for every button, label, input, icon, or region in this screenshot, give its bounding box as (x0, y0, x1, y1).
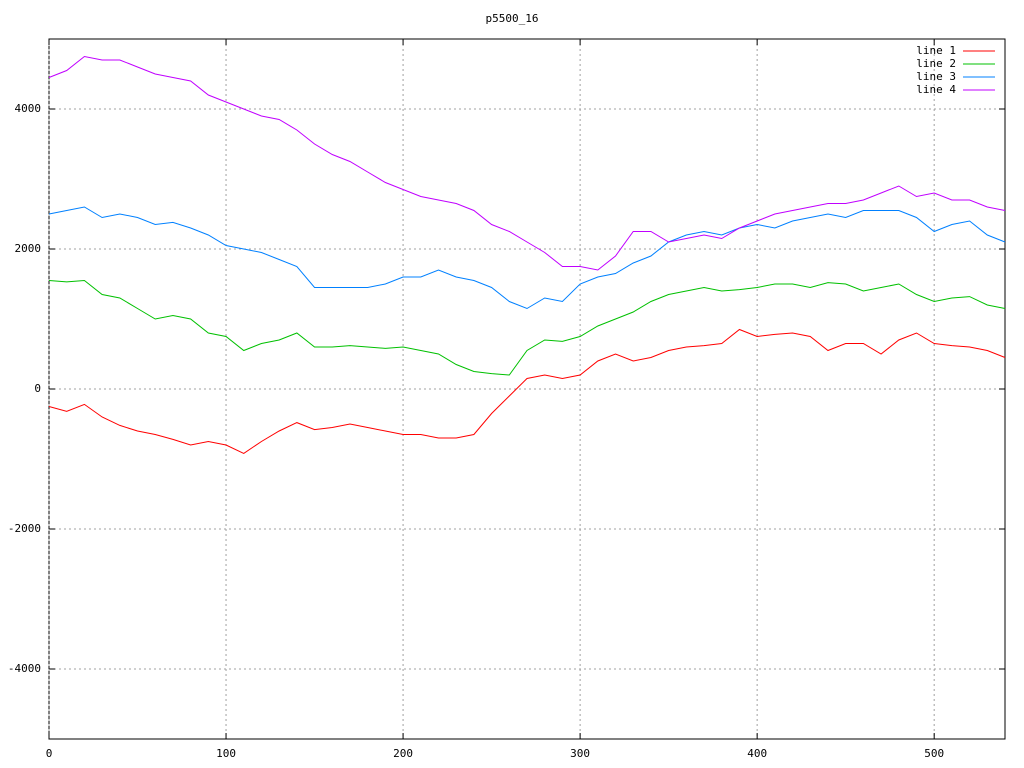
y-tick-label: 0 (34, 382, 41, 395)
data-line (48, 279, 1006, 376)
x-tick-label: 400 (747, 747, 767, 760)
plot-frame (48, 38, 1006, 740)
data-line (48, 206, 1006, 310)
y-tick-label: -2000 (8, 522, 41, 535)
x-tick-label: 200 (393, 747, 413, 760)
x-tick-label: 0 (46, 747, 53, 760)
chart-title: p5500_16 (486, 12, 539, 25)
legend-label: line 3 (916, 70, 956, 83)
data-line (48, 328, 1006, 454)
x-tick-label: 300 (570, 747, 590, 760)
x-tick-label: 500 (924, 747, 944, 760)
y-tick-label: 2000 (15, 242, 42, 255)
legend-label: line 1 (916, 44, 956, 57)
y-tick-label: -4000 (8, 662, 41, 675)
legend-label: line 4 (916, 83, 956, 96)
y-tick-label: 4000 (15, 102, 42, 115)
x-tick-label: 100 (216, 747, 236, 760)
legend-label: line 2 (916, 57, 956, 70)
data-line (48, 55, 1006, 271)
